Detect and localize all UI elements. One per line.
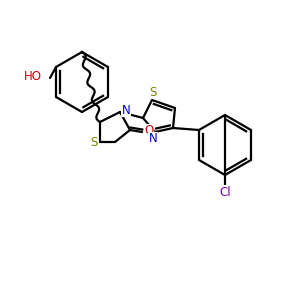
Text: Cl: Cl (219, 185, 231, 199)
Text: HO: HO (24, 70, 42, 83)
Text: S: S (149, 85, 157, 98)
Text: N: N (122, 103, 130, 116)
Text: S: S (90, 136, 98, 148)
Text: N: N (148, 133, 158, 146)
Text: O: O (144, 124, 154, 137)
